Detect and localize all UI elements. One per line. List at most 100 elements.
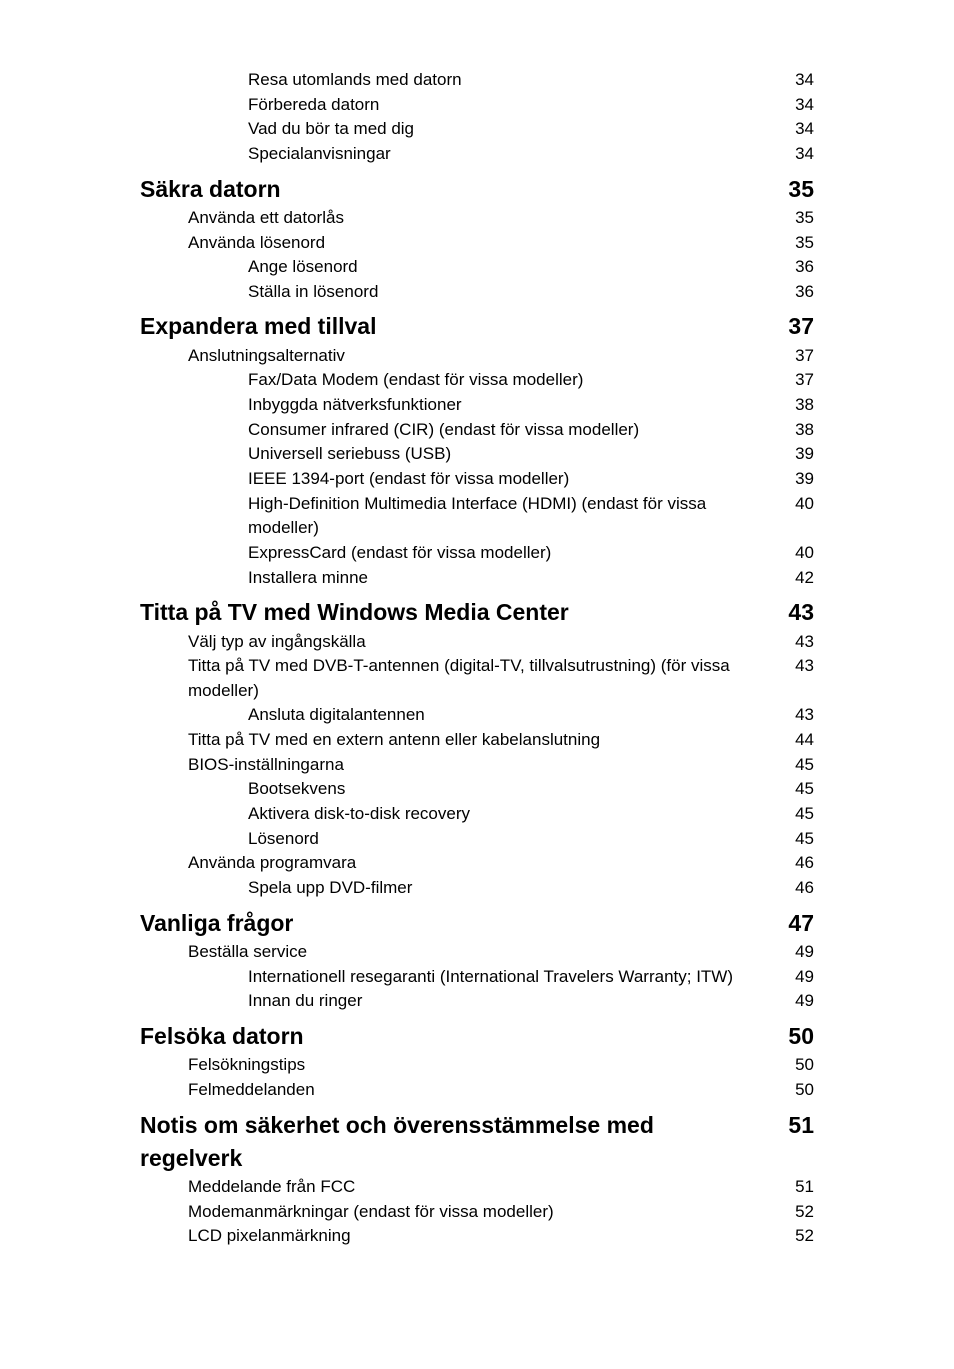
toc-label: LCD pixelanmärkning xyxy=(140,1224,774,1249)
toc-page-number: 38 xyxy=(774,418,814,443)
toc-entry: Consumer infrared (CIR) (endast för viss… xyxy=(140,418,814,443)
toc-entry: Internationell resegaranti (Internationa… xyxy=(140,965,814,990)
toc-label: BIOS-inställningarna xyxy=(140,753,774,778)
toc-label: Beställa service xyxy=(140,940,774,965)
toc-label: Inbyggda nätverksfunktioner xyxy=(140,393,774,418)
toc-page-number: 46 xyxy=(774,851,814,876)
toc-label: Vad du bör ta med dig xyxy=(140,117,774,142)
toc-entry: IEEE 1394-port (endast för vissa modelle… xyxy=(140,467,814,492)
toc-page-number: 50 xyxy=(774,1020,814,1053)
toc-entry: Använda programvara46 xyxy=(140,851,814,876)
toc-label: IEEE 1394-port (endast för vissa modelle… xyxy=(140,467,774,492)
toc-entry: Universell seriebuss (USB)39 xyxy=(140,442,814,467)
toc-entry: Använda lösenord35 xyxy=(140,231,814,256)
toc-entry: Vad du bör ta med dig34 xyxy=(140,117,814,142)
toc-entry: Lösenord45 xyxy=(140,827,814,852)
toc-page-number: 46 xyxy=(774,876,814,901)
toc-entry: Ställa in lösenord36 xyxy=(140,280,814,305)
toc-entry: Specialanvisningar34 xyxy=(140,142,814,167)
toc-label: Använda lösenord xyxy=(140,231,774,256)
toc-entry: Välj typ av ingångskälla43 xyxy=(140,630,814,655)
toc-page-number: 49 xyxy=(774,989,814,1014)
toc-entry: Titta på TV med DVB-T-antennen (digital-… xyxy=(140,654,814,703)
toc-page-number: 35 xyxy=(774,206,814,231)
toc-page-number: 43 xyxy=(774,630,814,655)
toc-entry: Beställa service49 xyxy=(140,940,814,965)
toc-label: High-Definition Multimedia Interface (HD… xyxy=(140,492,774,541)
toc-label: Consumer infrared (CIR) (endast för viss… xyxy=(140,418,774,443)
toc-label: Säkra datorn xyxy=(140,173,774,206)
toc-page-number: 35 xyxy=(774,173,814,206)
toc-label: ExpressCard (endast för vissa modeller) xyxy=(140,541,774,566)
toc-page: Resa utomlands med datorn34Förbereda dat… xyxy=(0,0,954,1309)
toc-entry: Aktivera disk-to-disk recovery45 xyxy=(140,802,814,827)
toc-entry: Felsökningstips50 xyxy=(140,1053,814,1078)
toc-page-number: 47 xyxy=(774,907,814,940)
toc-page-number: 43 xyxy=(774,654,814,679)
toc-page-number: 43 xyxy=(774,596,814,629)
toc-label: Modemanmärkningar (endast för vissa mode… xyxy=(140,1200,774,1225)
toc-label: Universell seriebuss (USB) xyxy=(140,442,774,467)
toc-label: Förbereda datorn xyxy=(140,93,774,118)
toc-entry: Bootsekvens45 xyxy=(140,777,814,802)
toc-entry: Modemanmärkningar (endast för vissa mode… xyxy=(140,1200,814,1225)
toc-label: Anslutningsalternativ xyxy=(140,344,774,369)
toc-entry: Fax/Data Modem (endast för vissa modelle… xyxy=(140,368,814,393)
toc-entry: Ansluta digitalantennen43 xyxy=(140,703,814,728)
toc-page-number: 34 xyxy=(774,117,814,142)
toc-entry: LCD pixelanmärkning52 xyxy=(140,1224,814,1249)
toc-label: Titta på TV med Windows Media Center xyxy=(140,596,774,629)
toc-label: Resa utomlands med datorn xyxy=(140,68,774,93)
toc-entry: Ange lösenord36 xyxy=(140,255,814,280)
toc-page-number: 49 xyxy=(774,965,814,990)
toc-page-number: 52 xyxy=(774,1224,814,1249)
toc-page-number: 37 xyxy=(774,344,814,369)
toc-entry: Inbyggda nätverksfunktioner38 xyxy=(140,393,814,418)
toc-label: Bootsekvens xyxy=(140,777,774,802)
toc-page-number: 36 xyxy=(774,280,814,305)
toc-label: Felmeddelanden xyxy=(140,1078,774,1103)
toc-entry: ExpressCard (endast för vissa modeller)4… xyxy=(140,541,814,566)
toc-page-number: 45 xyxy=(774,802,814,827)
toc-page-number: 42 xyxy=(774,566,814,591)
toc-label: Felsökningstips xyxy=(140,1053,774,1078)
toc-label: Använda ett datorlås xyxy=(140,206,774,231)
toc-page-number: 39 xyxy=(774,467,814,492)
toc-label: Använda programvara xyxy=(140,851,774,876)
toc-list: Resa utomlands med datorn34Förbereda dat… xyxy=(140,68,814,1249)
toc-page-number: 52 xyxy=(774,1200,814,1225)
toc-label: Aktivera disk-to-disk recovery xyxy=(140,802,774,827)
toc-label: Meddelande från FCC xyxy=(140,1175,774,1200)
toc-label: Välj typ av ingångskälla xyxy=(140,630,774,655)
toc-label: Fax/Data Modem (endast för vissa modelle… xyxy=(140,368,774,393)
toc-entry: Anslutningsalternativ37 xyxy=(140,344,814,369)
toc-page-number: 43 xyxy=(774,703,814,728)
toc-entry: Använda ett datorlås35 xyxy=(140,206,814,231)
toc-page-number: 38 xyxy=(774,393,814,418)
toc-page-number: 45 xyxy=(774,753,814,778)
toc-page-number: 49 xyxy=(774,940,814,965)
toc-label: Felsöka datorn xyxy=(140,1020,774,1053)
toc-entry: Vanliga frågor47 xyxy=(140,901,814,940)
toc-label: Ställa in lösenord xyxy=(140,280,774,305)
toc-page-number: 34 xyxy=(774,93,814,118)
toc-page-number: 35 xyxy=(774,231,814,256)
toc-page-number: 39 xyxy=(774,442,814,467)
toc-entry: Titta på TV med Windows Media Center43 xyxy=(140,590,814,629)
toc-entry: Felsöka datorn50 xyxy=(140,1014,814,1053)
toc-label: Innan du ringer xyxy=(140,989,774,1014)
toc-entry: Resa utomlands med datorn34 xyxy=(140,68,814,93)
toc-entry: Installera minne42 xyxy=(140,566,814,591)
toc-entry: Säkra datorn35 xyxy=(140,167,814,206)
toc-entry: Felmeddelanden50 xyxy=(140,1078,814,1103)
toc-page-number: 50 xyxy=(774,1053,814,1078)
toc-page-number: 34 xyxy=(774,142,814,167)
toc-entry: High-Definition Multimedia Interface (HD… xyxy=(140,492,814,541)
toc-label: Titta på TV med en extern antenn eller k… xyxy=(140,728,774,753)
toc-label: Internationell resegaranti (Internationa… xyxy=(140,965,774,990)
toc-label: Ange lösenord xyxy=(140,255,774,280)
toc-entry: Spela upp DVD-filmer46 xyxy=(140,876,814,901)
toc-page-number: 45 xyxy=(774,827,814,852)
toc-entry: Förbereda datorn34 xyxy=(140,93,814,118)
toc-page-number: 36 xyxy=(774,255,814,280)
